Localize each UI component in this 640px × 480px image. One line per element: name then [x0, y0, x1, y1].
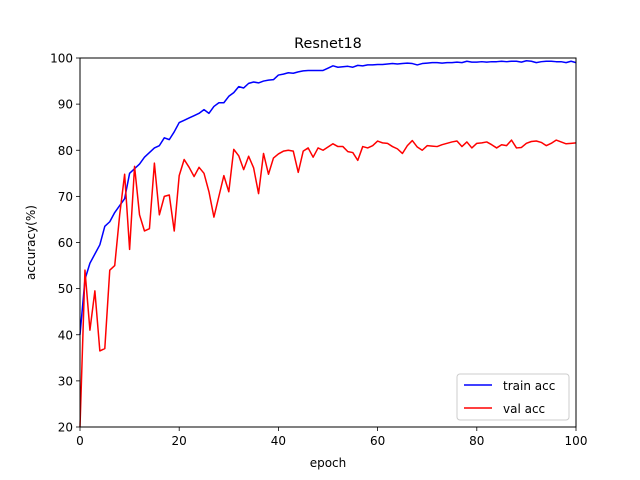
y-axis-label: accuracy(%) [24, 205, 38, 280]
y-tick-label: 90 [58, 98, 73, 112]
y-axis: 20 30 40 50 60 70 80 90 100 [50, 52, 80, 435]
y-tick-label: 50 [58, 282, 73, 296]
legend: train acc val acc [456, 373, 570, 421]
plot-frame [79, 57, 577, 428]
x-axis: 0 20 40 60 80 100 [76, 427, 587, 448]
y-tick-label: 100 [50, 52, 73, 66]
series-line-train-acc [79, 60, 577, 335]
y-tick-label: 30 [58, 374, 73, 388]
legend-label-val-acc: val acc [503, 402, 545, 416]
y-tick-label: 40 [58, 328, 73, 342]
x-axis-label: epoch [310, 456, 347, 470]
y-tick-label: 80 [58, 144, 73, 158]
x-tick-label: 20 [172, 434, 187, 448]
x-tick-label: 60 [370, 434, 385, 448]
series-line-val-acc [79, 139, 577, 428]
x-tick-label: 80 [469, 434, 484, 448]
x-tick-label: 100 [565, 434, 588, 448]
y-tick-label: 20 [58, 421, 73, 435]
x-tick-label: 0 [76, 434, 84, 448]
y-tick-label: 60 [58, 236, 73, 250]
chart-title: Resnet18 [294, 36, 362, 52]
y-tick-label: 70 [58, 190, 73, 204]
x-tick-label: 40 [271, 434, 286, 448]
legend-label-train-acc: train acc [503, 379, 555, 393]
plot-area [79, 60, 577, 428]
